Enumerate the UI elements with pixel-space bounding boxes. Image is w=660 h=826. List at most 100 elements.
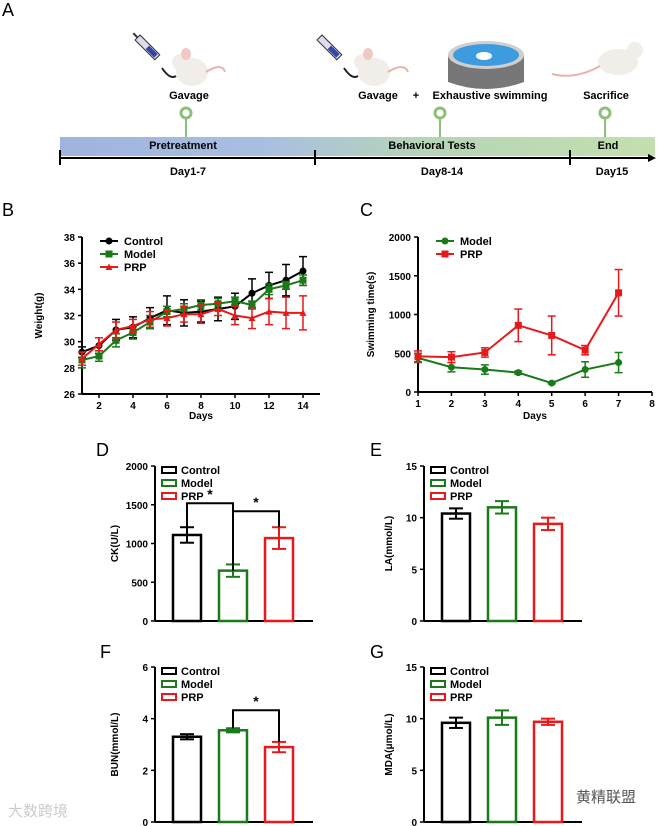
x-tick-label: 12 xyxy=(263,401,275,412)
data-point xyxy=(163,314,171,322)
data-point xyxy=(112,336,120,344)
data-point xyxy=(282,309,290,316)
legend-label: Control xyxy=(181,666,220,678)
y-tick-label: 2000 xyxy=(389,233,412,244)
phase-label: Pretreatment xyxy=(149,140,217,152)
panel-label-e: E xyxy=(370,440,383,460)
day-label: Day1-7 xyxy=(169,166,207,178)
data-point xyxy=(441,250,449,258)
x-tick-label: 4 xyxy=(516,399,522,410)
data-point xyxy=(197,310,205,318)
y-tick-label: 10 xyxy=(406,715,418,726)
data-point xyxy=(78,355,86,362)
legend-label: Model xyxy=(450,679,482,691)
x-tick-label: 2 xyxy=(96,401,102,412)
legend-swatch xyxy=(161,479,177,487)
data-point xyxy=(112,326,120,333)
y-tick-label: 28 xyxy=(64,364,76,375)
legend-swatch xyxy=(161,667,177,675)
data-point xyxy=(548,331,556,339)
legend-swatch xyxy=(430,667,446,675)
bar-prp xyxy=(532,522,564,623)
x-tick-label: 7 xyxy=(616,399,622,410)
y-axis-label: LA(mmol/L) xyxy=(384,516,395,572)
legend-swatch xyxy=(161,693,177,701)
y-tick-label: 10 xyxy=(406,514,418,525)
legend-label: PRP xyxy=(181,491,204,503)
data-point xyxy=(615,289,623,297)
y-tick-label: 1000 xyxy=(389,311,412,322)
timeline-graphic xyxy=(59,32,656,165)
data-point xyxy=(615,359,623,367)
bar-control xyxy=(171,735,203,824)
y-tick-label: 500 xyxy=(394,349,411,360)
data-point xyxy=(146,315,154,323)
data-point xyxy=(95,352,103,360)
y-tick-label: 5 xyxy=(411,766,417,777)
data-point xyxy=(447,363,455,371)
data-point xyxy=(299,309,307,316)
legend-label: PRP xyxy=(450,692,473,704)
y-axis-label: CK(U/L) xyxy=(110,525,121,562)
legend-swatch xyxy=(430,479,446,487)
x-tick-label: 4 xyxy=(130,401,136,412)
y-tick-label: 26 xyxy=(64,390,76,401)
legend-label: PRP xyxy=(460,249,483,261)
y-tick-label: 5 xyxy=(411,565,417,576)
data-point xyxy=(581,346,589,354)
data-point xyxy=(548,379,556,387)
y-tick-label: 4 xyxy=(142,715,148,726)
mouse-icon xyxy=(172,48,226,86)
data-point xyxy=(214,305,222,312)
legend-label: Model xyxy=(181,679,213,691)
legend-swatch xyxy=(161,680,177,688)
x-tick-label: 1 xyxy=(415,399,421,410)
mouse-icon xyxy=(354,48,409,86)
timeline-bar xyxy=(60,137,655,156)
data-point xyxy=(299,276,307,284)
y-tick-label: 1500 xyxy=(389,272,412,283)
x-axis-label: Days xyxy=(523,411,547,422)
significance-bracket xyxy=(232,510,280,571)
data-point xyxy=(95,340,103,348)
event-label: Exhaustive swimming xyxy=(432,90,548,102)
data-point xyxy=(248,301,256,309)
y-axis-label: Swimming time(s) xyxy=(366,272,377,358)
legend-swatch xyxy=(430,693,446,701)
data-point xyxy=(481,366,489,374)
y-tick-label: 0 xyxy=(411,617,417,628)
bar-control xyxy=(440,721,472,824)
bar-model xyxy=(486,716,518,824)
y-tick-label: 32 xyxy=(64,312,76,323)
day-label: Day8-14 xyxy=(420,166,464,178)
significance-label: * xyxy=(253,693,259,709)
legend-label: Model xyxy=(450,478,482,490)
y-tick-label: 0 xyxy=(411,818,417,826)
legend-label: Control xyxy=(450,465,489,477)
legend-label: Model xyxy=(124,249,156,261)
data-point xyxy=(248,289,256,297)
y-tick-label: 38 xyxy=(64,233,76,244)
data-point xyxy=(481,348,489,356)
legend-label: Control xyxy=(124,236,163,248)
x-tick-label: 8 xyxy=(198,401,204,412)
data-point xyxy=(299,267,307,275)
legend-label: Control xyxy=(450,666,489,678)
y-tick-label: 6 xyxy=(142,663,148,674)
y-tick-label: 2000 xyxy=(126,462,149,473)
y-tick-label: 0 xyxy=(405,388,411,399)
bar-model xyxy=(486,506,518,623)
y-tick-label: 2 xyxy=(142,766,148,777)
y-tick-label: 1000 xyxy=(126,540,149,551)
panel-label-g: G xyxy=(370,642,385,662)
data-point xyxy=(231,312,239,319)
bar-model xyxy=(217,729,249,824)
x-tick-label: 2 xyxy=(449,399,455,410)
panel-label-d: D xyxy=(96,440,109,460)
data-point xyxy=(514,369,522,377)
event-label: Gavage xyxy=(358,90,398,102)
phase-label: Behavioral Tests xyxy=(388,140,476,152)
syringe-icon xyxy=(316,34,343,61)
bar-prp xyxy=(532,720,564,824)
